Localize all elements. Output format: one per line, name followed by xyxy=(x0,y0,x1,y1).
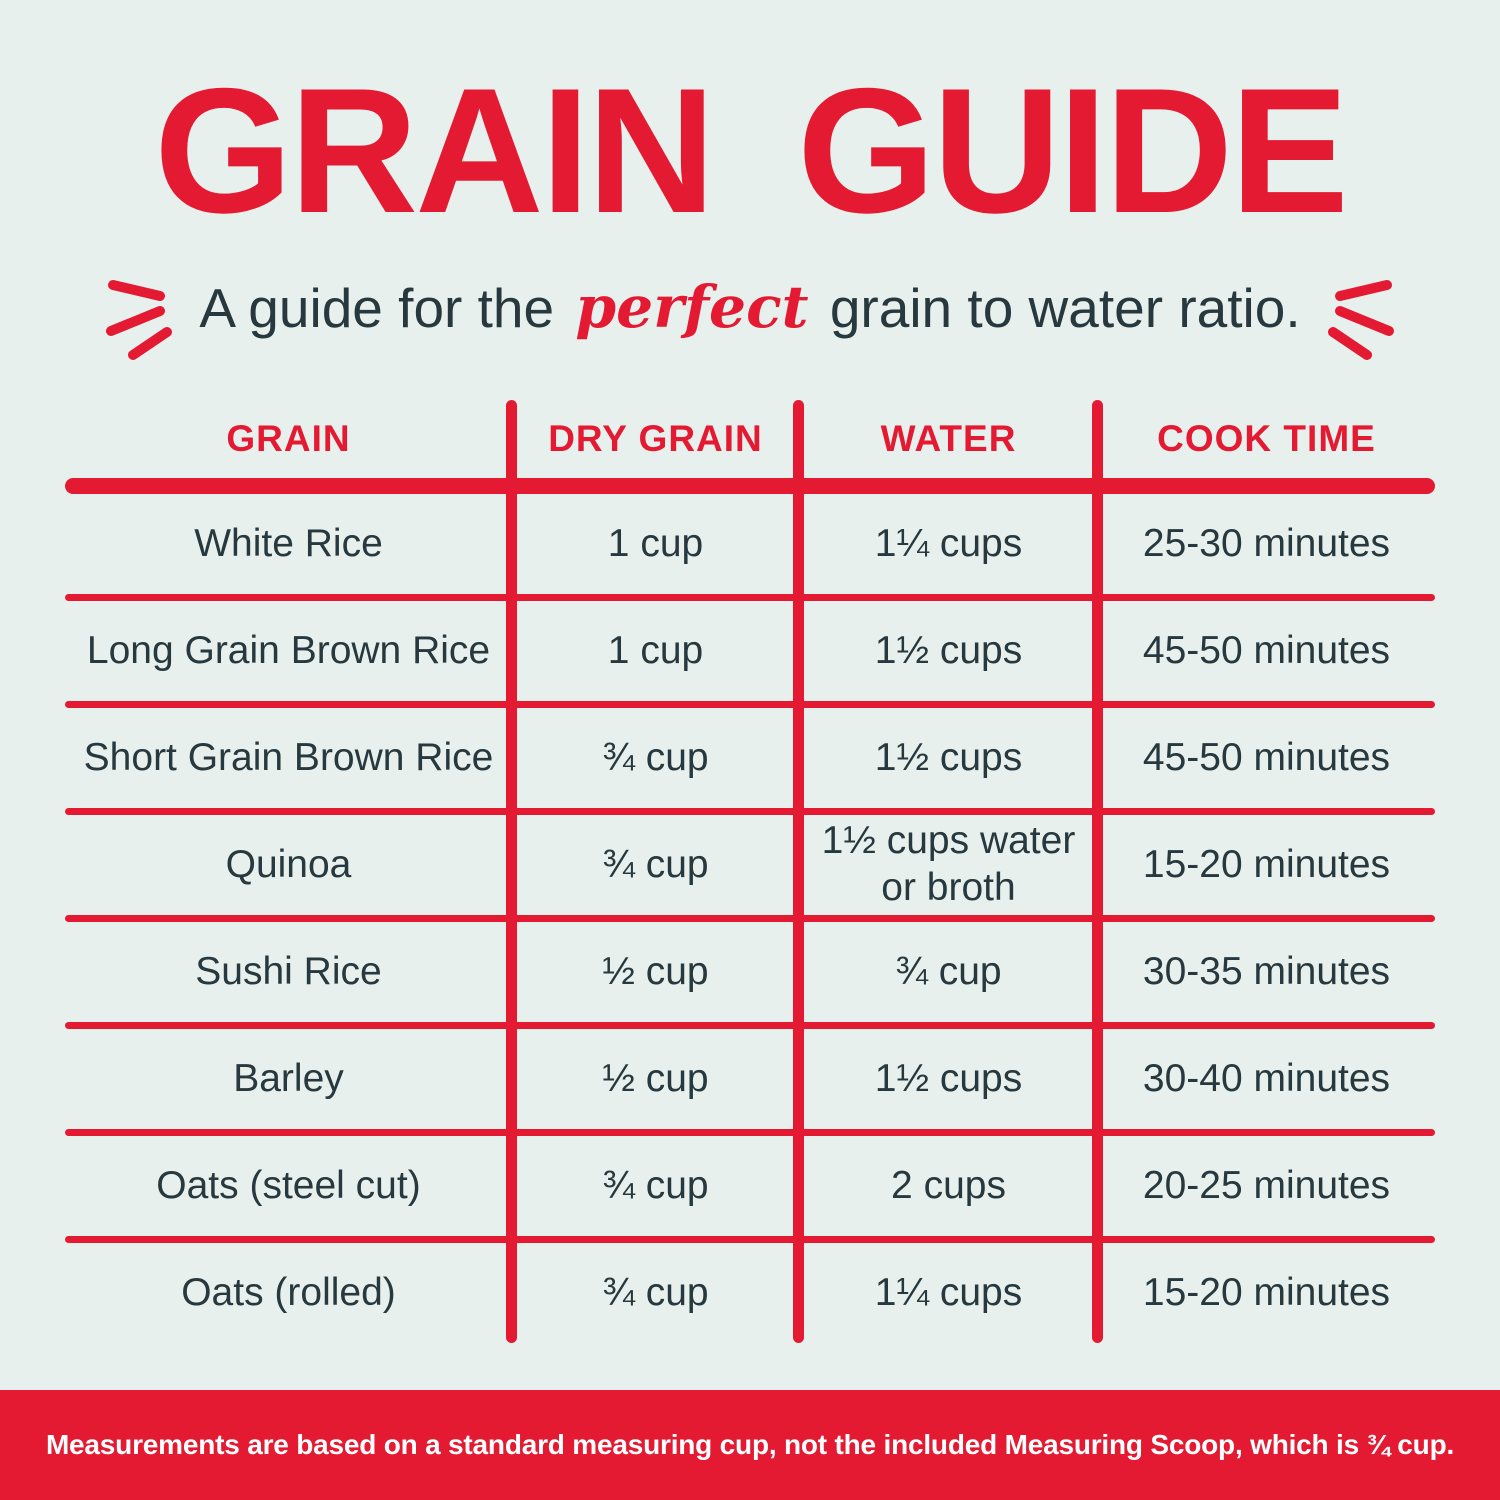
table-cell: ¾ cup xyxy=(602,842,709,886)
column-divider-line xyxy=(1092,400,1103,1343)
emphasis-lines-right-icon xyxy=(1327,280,1394,360)
column-header-cook-time: COOK TIME xyxy=(1157,418,1376,459)
table-cell: Long Grain Brown Rice xyxy=(86,628,491,672)
footer-note: Measurements are based on a standard mea… xyxy=(45,1429,1455,1460)
column-divider-line xyxy=(793,400,804,1343)
column-divider-line xyxy=(506,400,517,1343)
table-cell: 1½ cups water or broth xyxy=(821,819,1076,909)
table-cell: 30-35 minutes xyxy=(1142,949,1391,993)
table-row: Oats (rolled) ¾ cup 1¼ cups 15-20 minutes xyxy=(65,1243,1435,1343)
table-row: Barley ½ cup 1½ cups 30-40 minutes xyxy=(65,1029,1435,1129)
table-cell: 15-20 minutes xyxy=(1142,1270,1391,1314)
footer-note-bar: Measurements are based on a standard mea… xyxy=(0,1390,1500,1500)
table-cell: Barley xyxy=(233,1056,344,1100)
table-cell: 45-50 minutes xyxy=(1142,735,1391,779)
row-separator-line xyxy=(65,1236,1435,1243)
table-row: Quinoa ¾ cup 1½ cups water or broth 15-20 m… xyxy=(65,815,1435,915)
column-header-dry-grain: DRY GRAIN xyxy=(548,418,763,459)
table-cell: 45-50 minutes xyxy=(1142,628,1391,672)
row-separator-line xyxy=(65,915,1435,922)
table-row: Oats (steel cut) ¾ cup 2 cups 20-25 minutes xyxy=(65,1136,1435,1236)
table-cell: 1½ cups xyxy=(874,1056,1023,1100)
table-row: Long Grain Brown Rice 1 cup 1½ cups 45-50 m… xyxy=(65,601,1435,701)
table-row: White Rice 1 cup 1¼ cups 25-30 minutes xyxy=(65,494,1435,594)
table-cell: 1½ cups xyxy=(874,628,1023,672)
row-separator-line xyxy=(65,701,1435,708)
column-header-water: WATER xyxy=(880,418,1017,459)
table-cell: Short Grain Brown Rice xyxy=(83,735,494,779)
table-cell: ½ cup xyxy=(602,949,709,993)
subtitle-text-after: grain to water ratio. xyxy=(829,276,1301,339)
table-row: Sushi Rice ½ cup ¾ cup 30-35 minutes xyxy=(65,922,1435,1022)
subtitle-text-before: A guide for the xyxy=(199,276,555,339)
table-cell: 15-20 minutes xyxy=(1142,842,1391,886)
table-cell: 1¼ cups xyxy=(874,1270,1023,1314)
table-cell: 1 cup xyxy=(607,521,704,565)
row-separator-line xyxy=(65,808,1435,815)
table-cell: Quinoa xyxy=(225,842,352,886)
table-row: Short Grain Brown Rice ¾ cup 1½ cups 45-50 … xyxy=(65,708,1435,808)
table-cell: ¾ cup xyxy=(602,1270,709,1314)
column-header-grain: GRAIN xyxy=(226,418,351,459)
table-cell: Sushi Rice xyxy=(195,949,382,993)
subtitle: A guide for the perfect grain to water r… xyxy=(199,272,1300,341)
table-header-row: GRAIN DRY GRAIN WATER COOK TIME xyxy=(65,400,1435,478)
row-separator-line xyxy=(65,1129,1435,1136)
table-cell: ¾ cup xyxy=(602,735,709,779)
subtitle-row: A guide for the perfect grain to water r… xyxy=(0,254,1500,360)
page-title: GRAIN GUIDE xyxy=(154,51,1349,250)
table-cell: Oats (steel cut) xyxy=(156,1163,421,1207)
emphasis-lines-left-icon xyxy=(106,280,173,360)
table-body: White Rice 1 cup 1¼ cups 25-30 minutes Long … xyxy=(65,494,1435,1343)
table-cell: ¾ cup xyxy=(602,1163,709,1207)
subtitle-highlight-word: perfect xyxy=(575,271,809,341)
table-cell: 1 cup xyxy=(607,628,704,672)
table-cell: Oats (rolled) xyxy=(181,1270,396,1314)
row-separator-line xyxy=(65,1022,1435,1029)
table-cell: 1¼ cups xyxy=(874,521,1023,565)
table-cell: White Rice xyxy=(194,521,383,565)
grain-table: GRAIN DRY GRAIN WATER COOK TIME White Ri… xyxy=(65,400,1435,1343)
table-cell: 1½ cups xyxy=(874,735,1023,779)
table-cell: 30-40 minutes xyxy=(1142,1056,1391,1100)
table-cell: 2 cups xyxy=(891,1163,1006,1207)
row-separator-line xyxy=(65,594,1435,601)
table-cell: 25-30 minutes xyxy=(1142,521,1391,565)
header-rule-line xyxy=(65,478,1435,494)
table-cell: ½ cup xyxy=(602,1056,709,1100)
table-cell: 20-25 minutes xyxy=(1142,1163,1391,1207)
table-cell: ¾ cup xyxy=(895,949,1002,993)
